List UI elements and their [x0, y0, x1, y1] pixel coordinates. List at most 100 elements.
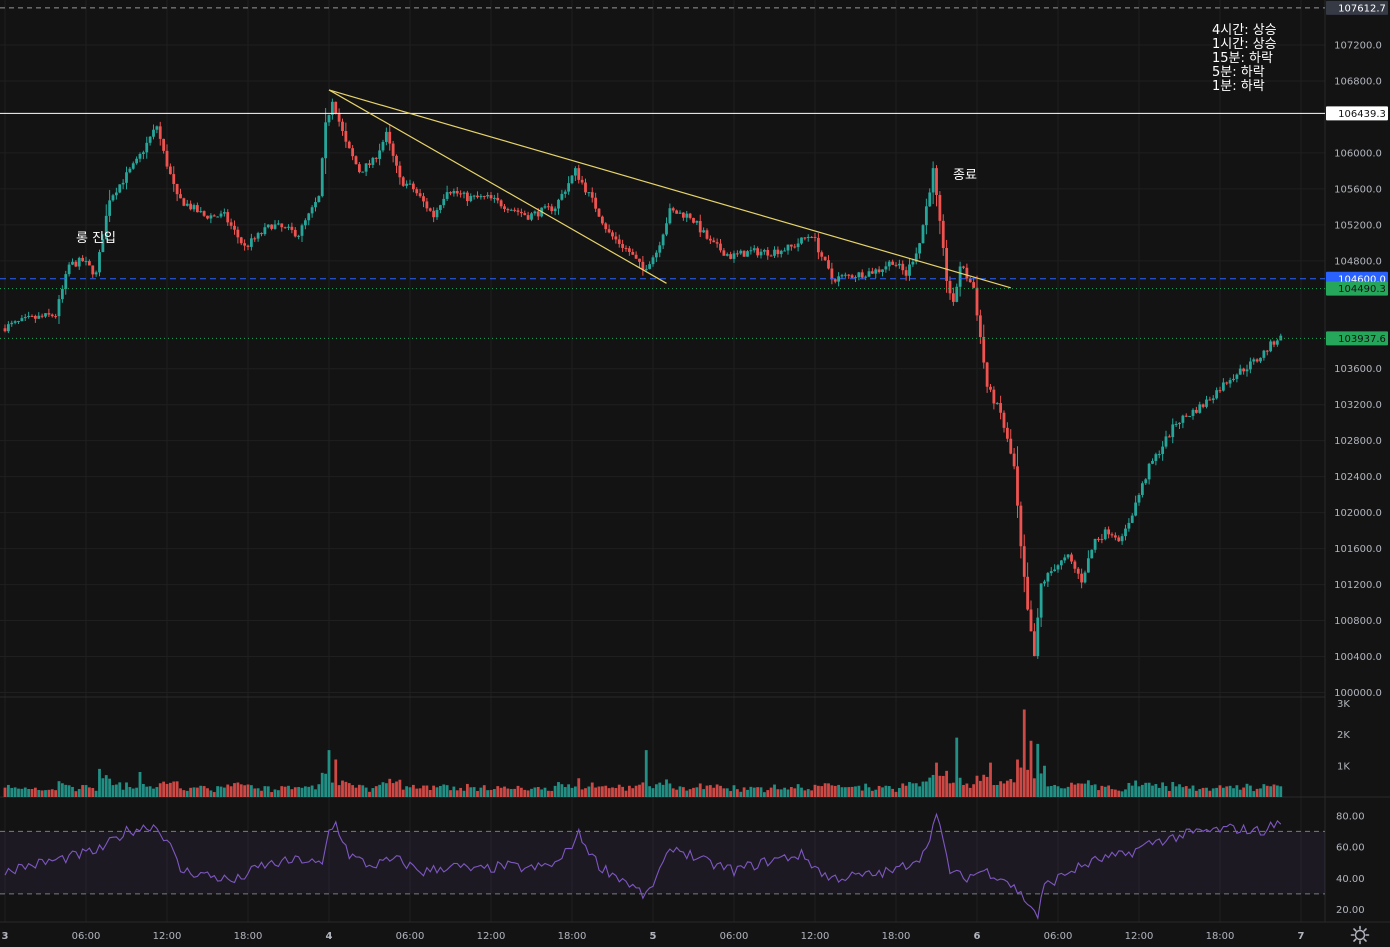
candle-body-248 — [840, 275, 844, 277]
timeframe-trend-1: 1시간: 상승 — [1212, 37, 1277, 52]
volume-bar-98 — [334, 759, 338, 797]
candle-body-172 — [584, 182, 587, 193]
candle-body-275 — [931, 168, 935, 193]
candle-body-206 — [698, 221, 702, 233]
candle-body-78 — [266, 224, 270, 228]
candle-body-312 — [1056, 565, 1060, 570]
candle-body-218 — [739, 250, 743, 254]
volume-bar-58 — [199, 785, 203, 797]
candle-body-194 — [658, 245, 662, 253]
volume-bar-14 — [50, 789, 54, 797]
candle-body-79 — [270, 224, 274, 229]
candle-body-219 — [742, 250, 746, 257]
volume-bar-188 — [638, 784, 641, 797]
rsi-pane — [0, 812, 1325, 921]
candle-body-245 — [830, 268, 834, 280]
volume-bar-43 — [148, 786, 152, 797]
candle-body-9 — [33, 315, 37, 319]
candle-body-195 — [661, 234, 665, 246]
candle-body-1 — [6, 324, 10, 332]
volume-bar-88 — [300, 787, 304, 797]
volume-bar-324 — [1097, 790, 1100, 797]
candle-body-91 — [310, 207, 314, 214]
candle-body-175 — [594, 197, 598, 209]
volume-bar-74 — [253, 788, 257, 797]
volume-bar-328 — [1110, 789, 1114, 797]
volume-bar-261 — [884, 785, 888, 797]
candle-body-89 — [303, 220, 307, 226]
candle-body-105 — [357, 164, 361, 173]
candle-body-365 — [1235, 374, 1239, 379]
volume-bar-326 — [1103, 786, 1107, 797]
candle-body-233 — [789, 244, 793, 247]
candle-body-127 — [432, 210, 436, 218]
volume-bar-71 — [243, 785, 247, 797]
candle-body-297 — [1005, 427, 1009, 439]
trendlines[interactable] — [328, 89, 1011, 289]
candle-body-190 — [644, 268, 648, 270]
candle-body-81 — [276, 223, 280, 225]
volume-bar-83 — [283, 786, 287, 797]
candle-body-345 — [1167, 436, 1171, 438]
candle-body-134 — [455, 190, 459, 194]
volume-bar-144 — [489, 789, 493, 797]
volume-bar-134 — [455, 790, 459, 797]
volume-tick-0: 3K — [1337, 699, 1350, 710]
volume-bar-67 — [229, 786, 233, 797]
time-tick-11: 18:00 — [882, 931, 911, 942]
volume-bar-365 — [1235, 785, 1239, 797]
volume-bar-247 — [837, 784, 841, 797]
candle-body-35 — [121, 182, 125, 185]
candle-body-351 — [1188, 415, 1192, 417]
candle-body-366 — [1238, 368, 1242, 375]
candle-body-331 — [1120, 536, 1124, 542]
candle-body-123 — [418, 193, 422, 197]
candle-body-337 — [1140, 483, 1144, 495]
volume-bar-33 — [114, 784, 118, 797]
volume-bar-52 — [179, 788, 182, 797]
candle-body-103 — [351, 148, 355, 157]
candle-body-208 — [705, 230, 709, 239]
settings-gear-icon[interactable] — [1350, 925, 1370, 945]
volume-bar-309 — [1046, 786, 1050, 797]
volume-bar-92 — [314, 789, 317, 797]
volume-bar-224 — [759, 787, 763, 797]
candle-body-12 — [44, 313, 47, 317]
volume-bar-236 — [800, 787, 803, 797]
candle-body-254 — [860, 272, 864, 278]
candle-body-96 — [327, 114, 331, 123]
volume-bar-154 — [523, 789, 527, 797]
volume-bar-193 — [654, 784, 658, 797]
volume-bar-239 — [810, 790, 814, 797]
candle-body-306 — [1036, 617, 1040, 657]
volume-bar-223 — [756, 787, 760, 797]
candle-body-106 — [361, 171, 365, 173]
volume-bar-340 — [1151, 785, 1154, 797]
volume-bar-162 — [550, 790, 554, 797]
volume-bar-264 — [894, 791, 898, 797]
candle-body-63 — [216, 216, 220, 218]
candle-body-321 — [1086, 558, 1090, 573]
candle-body-189 — [641, 261, 645, 270]
candle-body-99 — [337, 113, 341, 122]
candle-body-193 — [654, 252, 658, 258]
annotation-entry: 롱 진입 — [76, 231, 116, 246]
volume-bar-63 — [216, 786, 220, 797]
candle-body-131 — [445, 192, 449, 199]
volume-bar-40 — [138, 772, 142, 797]
candle-body-6 — [23, 316, 27, 319]
volume-tick-2: 1K — [1337, 761, 1350, 772]
volume-bar-356 — [1205, 787, 1208, 797]
volume-bar-196 — [665, 779, 668, 797]
volume-bar-82 — [280, 786, 284, 797]
volume-bar-80 — [273, 789, 277, 797]
volume-bar-373 — [1262, 784, 1266, 797]
volume-bar-25 — [87, 787, 91, 797]
price-tick-8: 102800.0 — [1334, 436, 1382, 447]
candle-body-62 — [212, 215, 216, 217]
volume-bar-32 — [111, 785, 115, 797]
candle-body-104 — [354, 156, 358, 165]
volume-bar-218 — [739, 791, 743, 797]
